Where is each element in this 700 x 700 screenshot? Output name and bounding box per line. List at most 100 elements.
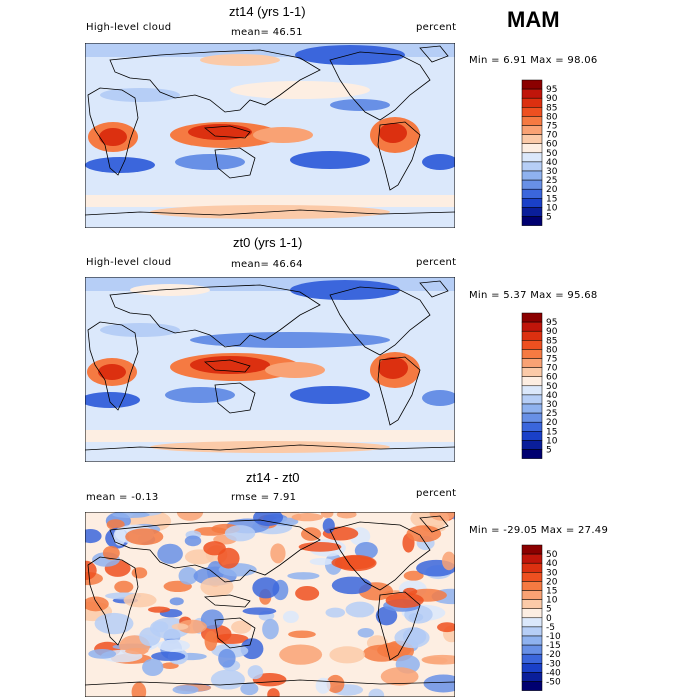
panel3-title: zt14 - zt0 [246,470,300,485]
colorbar-segment [521,340,543,350]
colorbar-segment [521,216,543,226]
panel3-units-label: percent [416,488,457,499]
colorbar-segment [521,376,543,387]
difference-patch [125,528,164,546]
difference-patch [157,543,183,564]
panel1-aus-low [175,154,245,170]
panel2-units-label: percent [416,257,457,268]
panel1-wpacific [253,127,313,143]
colorbar-segment [521,394,543,405]
difference-patch [442,551,455,571]
panel2-siberia-high [130,284,210,296]
colorbar-tick-label: 25 [546,176,557,186]
difference-patch [242,607,277,615]
difference-patch [380,667,419,686]
difference-patch [177,619,207,634]
difference-patch [309,557,334,566]
difference-patch [161,662,179,669]
colorbar-tick-label: 30 [546,568,558,578]
difference-patch [331,576,372,595]
colorbar-tick-label: 5 [546,213,552,223]
difference-patch [329,646,365,664]
difference-patch [123,593,157,608]
difference-patch [247,665,264,680]
colorbar-tick-label: 80 [546,112,558,122]
colorbar-tick-label: 75 [546,355,557,365]
colorbar-tick-label: 75 [546,122,557,132]
colorbar-segment [521,431,543,441]
difference-patch [203,541,226,556]
colorbar-segment [521,385,543,396]
difference-patch [148,606,171,613]
difference-patch [106,519,125,531]
difference-patch [298,541,342,552]
colorbar-segment [521,97,543,108]
panel1-npacific-track [230,81,370,99]
colorbar-tick-label: -30 [546,659,561,669]
season-label: MAM [507,7,560,32]
panel1-coastlines [85,45,455,216]
colorbar-tick-label: 10 [546,596,558,606]
difference-patch [85,596,109,612]
difference-patch [184,535,202,547]
difference-patch [240,682,259,696]
difference-patch [85,529,102,544]
difference-patch [262,618,279,640]
colorbar-tick-label: 90 [546,94,558,104]
difference-patch [336,512,357,519]
difference-patch [94,612,134,635]
colorbar-segment [521,367,543,377]
difference-patch [394,627,430,649]
colorbar-segment [521,188,543,199]
difference-patch [423,674,455,693]
difference-patch [288,630,316,639]
colorbar-segment [521,312,543,323]
panel2-mean-label: mean= 46.64 [231,259,303,270]
difference-patch [217,547,240,569]
difference-patch [112,512,150,519]
colorbar-segment [521,626,543,637]
panel1-title: zt14 (yrs 1-1) [229,4,306,19]
colorbar-tick-label: -10 [546,632,561,642]
colorbar-tick-label: 20 [546,577,558,587]
difference-patch [368,688,385,697]
colorbar-segment [521,412,543,423]
colorbar-segment [521,440,543,450]
difference-patch [102,545,120,561]
difference-patch [267,688,280,697]
colorbar-tick-label: -20 [546,650,561,660]
panel2-satlantic-low [422,390,455,406]
colorbar-segment [521,635,543,646]
colorbar-tick-label: 95 [546,85,557,95]
colorbar-tick-label: 15 [546,427,557,437]
colorbar-segment [521,198,543,208]
colorbar-segment [521,681,543,691]
colorbar-tick-label: 25 [546,409,557,419]
difference-patch [406,525,442,543]
difference-patch [291,513,324,522]
colorbar-tick-label: 85 [546,103,557,113]
difference-patch [171,623,189,630]
colorbar-segment [521,599,543,609]
difference-patch [331,555,376,570]
difference-patch [320,512,334,518]
panel1-mean-label: mean= 46.51 [231,27,303,38]
colorbar-tick-label: 40 [546,559,558,569]
difference-patch [200,576,234,597]
panel3-coastlines [85,515,455,686]
colorbar-tick-label: 20 [546,418,558,428]
colorbar-tick-label: -40 [546,668,561,678]
colorbar-segment [521,88,543,99]
colorbar-segment [521,672,543,682]
panel2-coastlines [85,280,455,451]
difference-patch [200,609,224,630]
colorbar-segment [521,590,543,600]
difference-patch [218,648,236,668]
difference-patch [176,512,204,521]
colorbar-tick-label: 50 [546,149,558,159]
difference-patch [252,577,280,599]
colorbar-segment [521,403,543,414]
